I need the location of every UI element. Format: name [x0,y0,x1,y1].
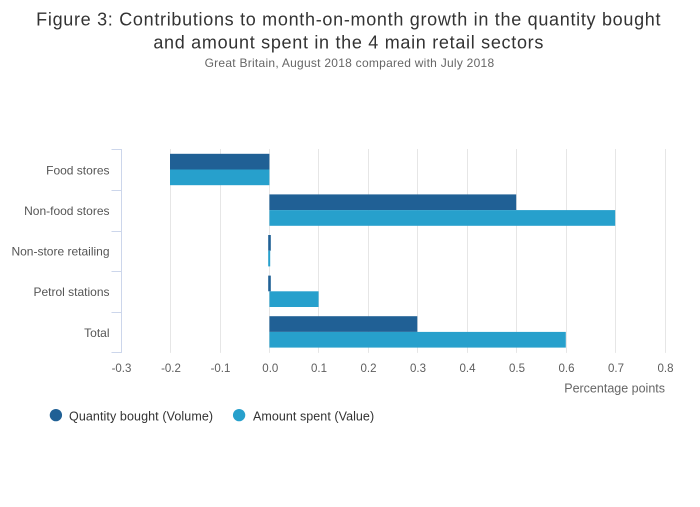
svg-text:Total: Total [84,326,109,340]
svg-text:-0.1: -0.1 [211,363,231,375]
svg-text:Figure 3: Contributions to mon: Figure 3: Contributions to month-on-mont… [36,10,661,30]
svg-text:Quantity bought (Volume): Quantity bought (Volume) [69,409,213,423]
svg-text:-0.2: -0.2 [161,363,181,375]
svg-text:Amount spent (Value): Amount spent (Value) [253,409,374,423]
svg-text:0.3: 0.3 [410,363,426,375]
svg-text:0.5: 0.5 [509,363,525,375]
svg-text:0.2: 0.2 [361,363,377,375]
svg-text:Great Britain, August 2018 com: Great Britain, August 2018 compared with… [205,56,495,70]
svg-text:0.4: 0.4 [460,363,477,375]
svg-text:0.6: 0.6 [559,363,575,375]
svg-text:Petrol stations: Petrol stations [33,285,109,299]
svg-text:0.7: 0.7 [608,363,624,375]
svg-text:-0.3: -0.3 [112,363,132,375]
svg-text:Food stores: Food stores [46,163,109,177]
svg-text:Percentage points: Percentage points [564,381,665,395]
svg-text:0.1: 0.1 [311,363,327,375]
svg-text:and amount spent in the 4 main: and amount spent in the 4 main retail se… [153,33,544,53]
svg-text:Non-store retailing: Non-store retailing [11,245,109,259]
svg-text:0.0: 0.0 [262,363,278,375]
svg-text:Non-food stores: Non-food stores [24,204,109,218]
svg-text:0.8: 0.8 [658,363,674,375]
